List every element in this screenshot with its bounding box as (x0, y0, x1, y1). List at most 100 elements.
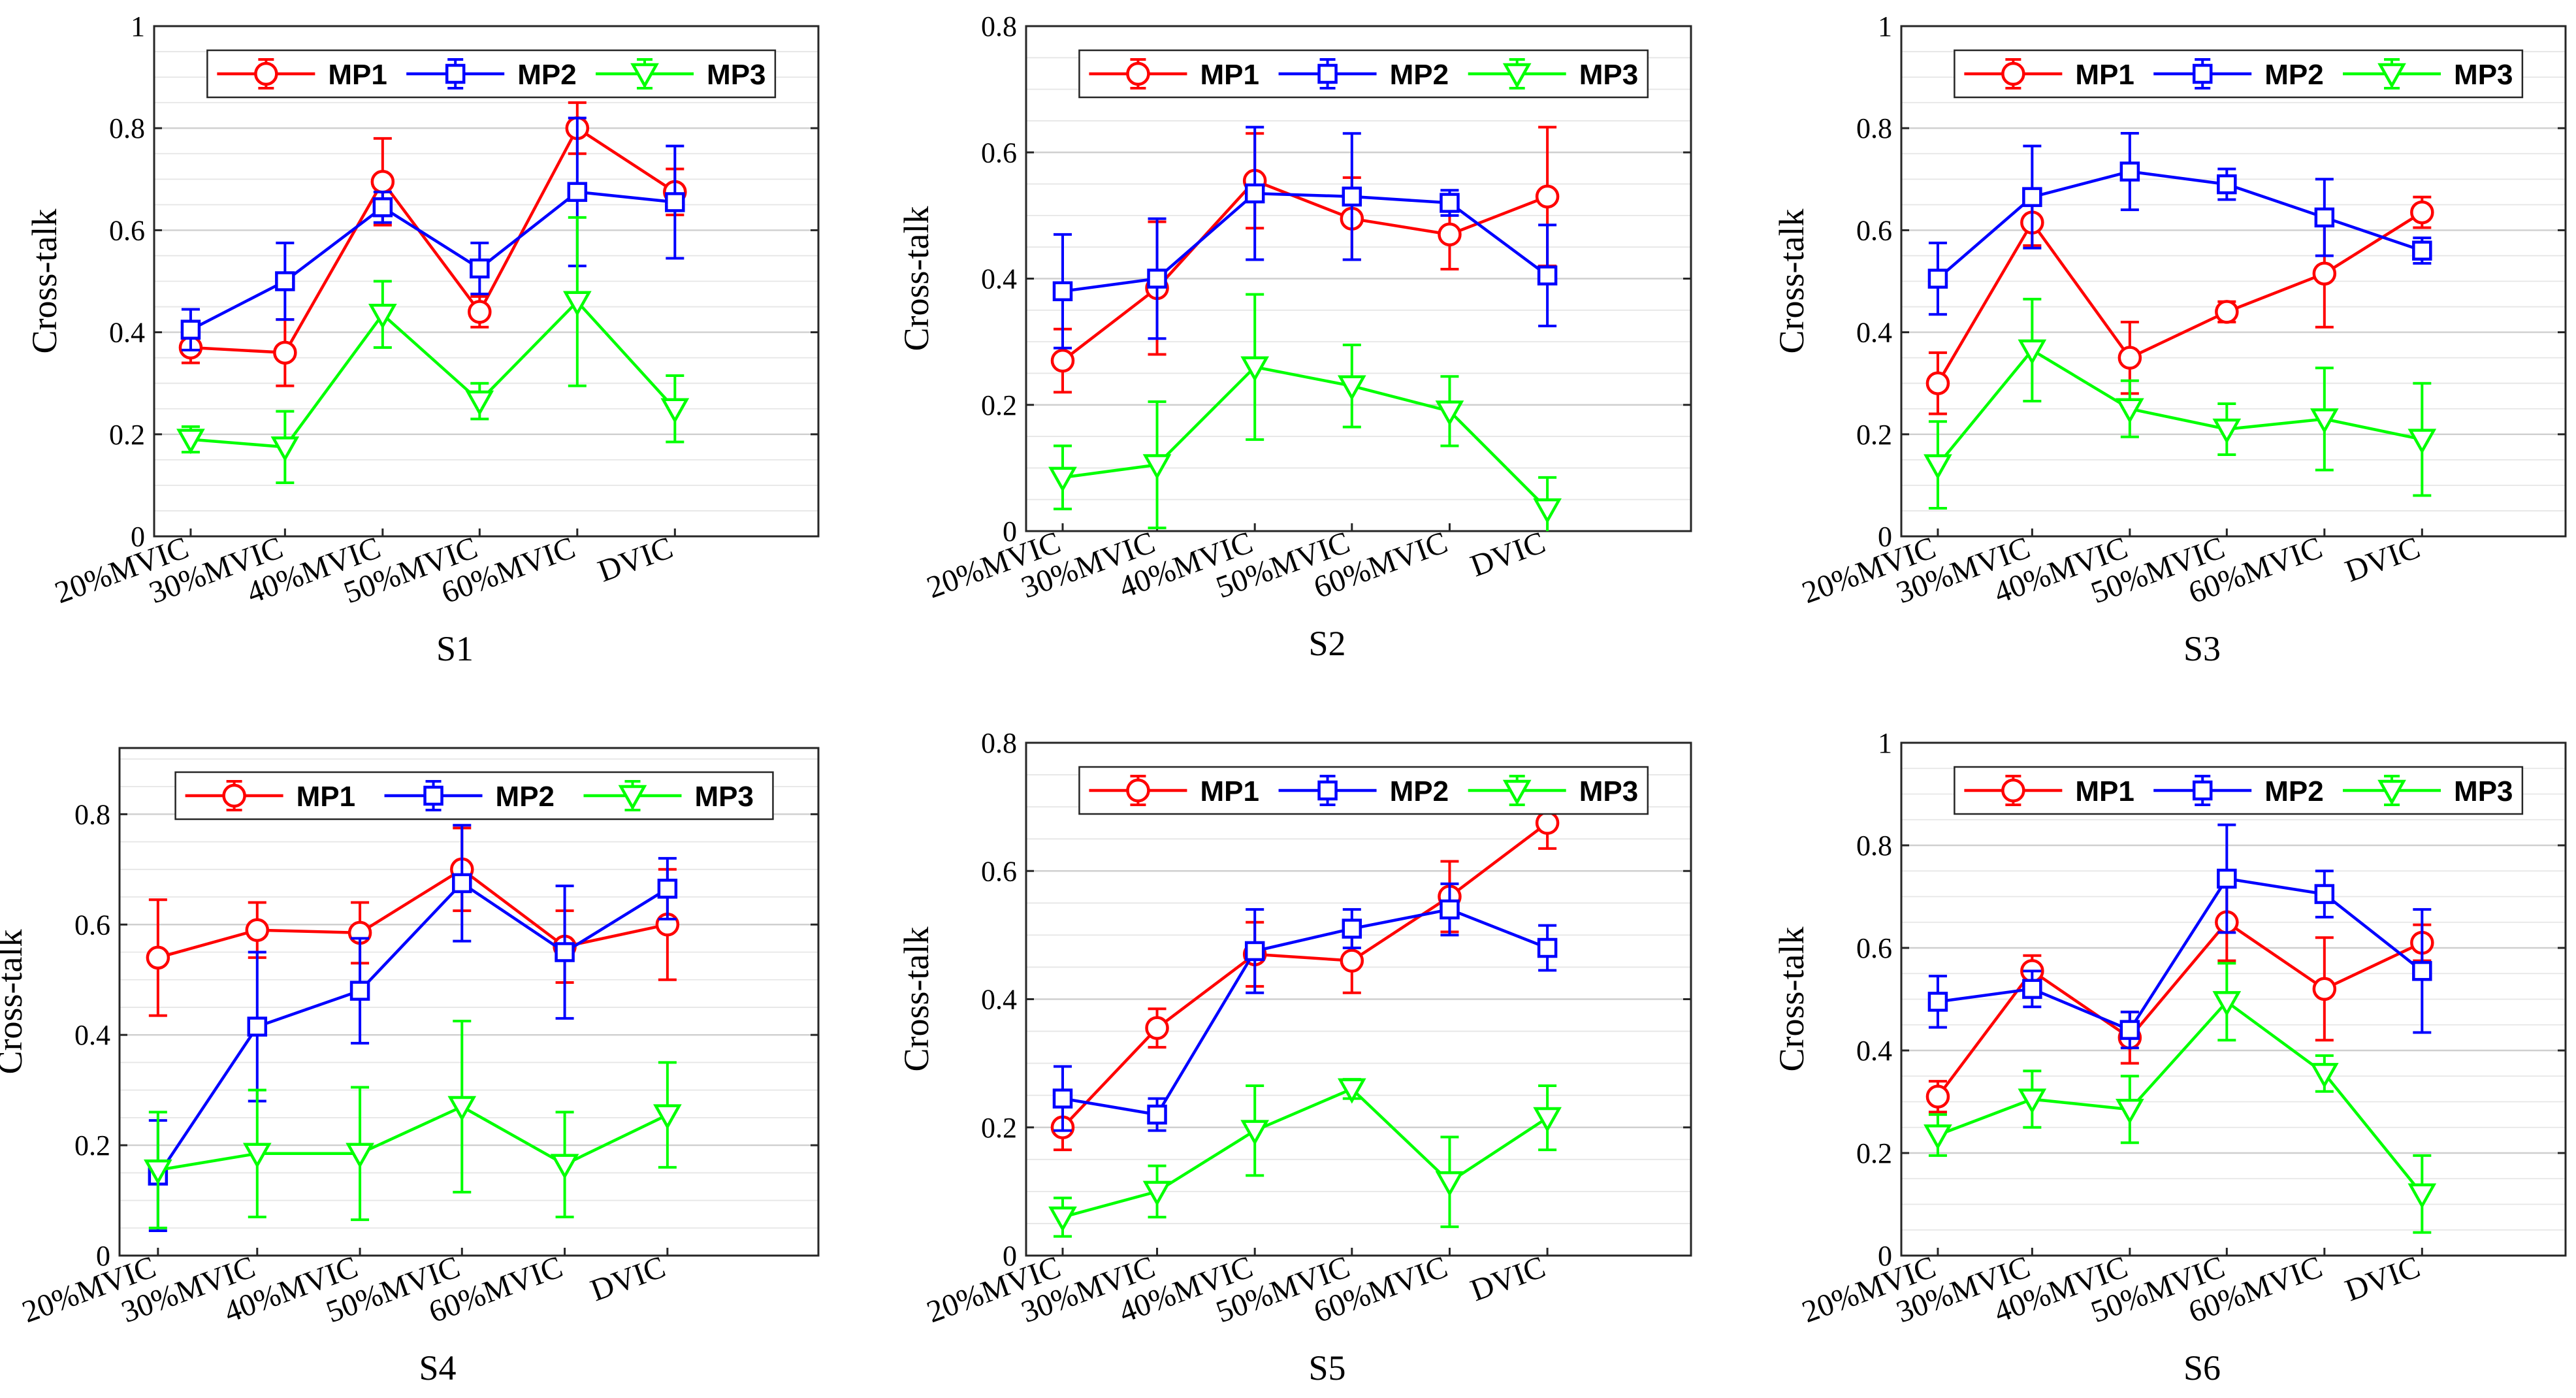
mp2-series-line (1062, 907, 1548, 1116)
y-tick-label: 0.2 (981, 1112, 1017, 1144)
mp1-data-point (1145, 1016, 1169, 1040)
x-tick-label: DVIC (1466, 1250, 1549, 1309)
mp3-data-point (550, 1154, 579, 1180)
mp2-data-point (2217, 868, 2237, 889)
y-tick-label: 0.2 (109, 419, 145, 451)
legend: MP1 MP2 MP3 (1954, 766, 2524, 815)
y-tick-label: 0.4 (981, 984, 1017, 1016)
mp1-legend-label: MP1 (1200, 59, 1259, 91)
series-layer (176, 101, 690, 484)
mp3-data-point (2212, 418, 2242, 444)
mp3-legend-label: MP3 (695, 781, 754, 813)
y-tick-label: 0.4 (1856, 1035, 1892, 1067)
mp1-legend-marker (1126, 61, 1150, 86)
mp2-data-point (2022, 979, 2042, 1000)
mp3-data-point (1435, 1171, 1464, 1197)
mp2-legend-label: MP2 (2264, 59, 2323, 91)
mp3-legend-label: MP3 (2454, 59, 2513, 91)
mp2-data-point (470, 258, 490, 279)
y-tick-label: 0.4 (1856, 317, 1892, 349)
mp1-data-point (1340, 949, 1364, 973)
mp1-data-point (1438, 222, 1462, 247)
legend: MP1 MP2 MP3 (174, 771, 774, 821)
mp3-legend-marker (618, 785, 647, 811)
mp1-legend-marker (1126, 778, 1150, 803)
mp1-legend-marker (2001, 778, 2025, 803)
mp3-data-point (1435, 400, 1464, 427)
mp2-legend-marker (2192, 780, 2213, 801)
legend: MP1 MP2 MP3 (1078, 49, 1649, 99)
series-layer (1048, 796, 1562, 1238)
mp3-data-point (1240, 1120, 1270, 1146)
mp2-legend-marker (2192, 63, 2213, 84)
mp3-data-point (465, 390, 494, 416)
mp3-series-line (190, 299, 676, 449)
y-tick-label: 0.6 (1856, 932, 1892, 964)
y-axis-label: Cross-talk (25, 209, 64, 354)
mp2-data-point (1147, 1104, 1167, 1125)
y-tick-label: 0.2 (1856, 419, 1892, 451)
mp1-data-point (1925, 1084, 1950, 1109)
mp3-data-point (1142, 454, 1172, 480)
y-axis-label: Cross-talk (1772, 209, 1811, 354)
mp2-data-point (2022, 187, 2042, 207)
mp2-data-point (2314, 207, 2335, 228)
mp2-legend-marker (1317, 63, 1338, 84)
mp2-series-line (189, 190, 675, 331)
mp2-data-point (1342, 918, 1362, 939)
mp2-data-point (2119, 161, 2140, 182)
y-tick-label: 0.4 (109, 317, 145, 349)
y-tick-label: 0.6 (981, 855, 1017, 887)
chart-panel-5: 00.20.40.60.820%MVIC30%MVIC40%MVIC50%MVI… (897, 727, 1692, 1388)
mp2-data-point (567, 182, 588, 203)
x-axis-label: S4 (419, 1348, 456, 1388)
mp2-data-point (1927, 992, 1948, 1012)
mp1-data-point (2410, 200, 2434, 225)
y-tick-label: 0 (1878, 521, 1892, 553)
mp1-legend-label: MP1 (1200, 775, 1259, 807)
mp2-series-line (156, 881, 669, 1177)
mp1-data-point (2117, 346, 2142, 370)
y-tick-label: 0 (1003, 1240, 1017, 1272)
mp2-data-point (2412, 961, 2432, 981)
series-layer (1924, 132, 2437, 510)
y-tick-label: 0 (1878, 1240, 1892, 1272)
mp2-legend-label: MP2 (1390, 775, 1449, 807)
legend: MP1 MP2 MP3 (206, 49, 777, 99)
mp2-data-point (1147, 268, 1167, 289)
y-tick-label: 0 (131, 521, 145, 553)
y-axis-label: Cross-talk (1772, 927, 1811, 1072)
y-tick-label: 0.2 (1856, 1137, 1892, 1169)
legend: MP1 MP2 MP3 (1078, 766, 1649, 815)
y-tick-label: 0.6 (74, 909, 110, 941)
mp2-data-point (1440, 899, 1460, 920)
mp1-data-point (1535, 811, 1560, 835)
mp2-data-point (555, 942, 575, 962)
y-tick-label: 0.8 (981, 10, 1017, 42)
mp3-data-point (2212, 991, 2242, 1017)
legend: MP1 MP2 MP3 (1954, 49, 2524, 99)
axes-frame (118, 747, 820, 1257)
mp2-data-point (2217, 174, 2237, 195)
mp3-data-point (562, 291, 592, 317)
mp2-data-point (2412, 240, 2432, 261)
chart-panel-6: 00.20.40.60.8120%MVIC30%MVIC40%MVIC50%MV… (1772, 727, 2567, 1388)
mp1-data-point (146, 945, 170, 970)
mp1-data-point (245, 918, 270, 942)
x-tick-label: DVIC (1466, 525, 1549, 584)
mp3-legend-label: MP3 (707, 59, 765, 91)
mp3-data-point (2310, 408, 2339, 434)
mp2-data-point (275, 271, 295, 291)
mp3-legend-marker (2377, 779, 2406, 805)
mp3-data-point (2018, 339, 2047, 365)
mp2-data-point (1440, 193, 1460, 213)
mp3-data-point (1924, 1124, 1952, 1150)
y-tick-label: 0 (1003, 515, 1017, 547)
mp1-data-point (468, 300, 492, 324)
mp1-data-point (1050, 348, 1075, 373)
mp2-data-point (1244, 183, 1265, 204)
mp1-data-point (2312, 977, 2337, 1001)
mp3-data-point (242, 1143, 272, 1169)
mp1-data-point (1535, 184, 1560, 209)
mp3-legend-marker (1502, 779, 1532, 805)
